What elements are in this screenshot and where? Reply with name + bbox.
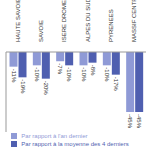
svg-text:PYRENEES: PYRENEES bbox=[108, 9, 114, 42]
svg-text:-11%: -11% bbox=[11, 69, 17, 83]
svg-text:-10%: -10% bbox=[66, 67, 72, 82]
svg-text:ALPES DU SUD: ALPES DU SUD bbox=[85, 0, 91, 42]
svg-text:-7%: -7% bbox=[57, 63, 63, 74]
svg-text:-45%: -45% bbox=[136, 114, 142, 129]
svg-text:SAVOIE: SAVOIE bbox=[38, 20, 44, 42]
svg-text:-45%: -45% bbox=[127, 114, 133, 129]
svg-text:-19%: -19% bbox=[20, 79, 26, 94]
html-text:Par rapport à la moyenne des 4: Par rapport à la moyenne des 4 derniers bbox=[21, 141, 129, 147]
svg-text:MASSIF CENTRAL: MASSIF CENTRAL bbox=[131, 0, 137, 42]
svg-text:-20%: -20% bbox=[43, 81, 49, 96]
svg-text:HAUTE SAVOIE: HAUTE SAVOIE bbox=[15, 0, 21, 42]
html-text:Par rapport à l'an dernier: Par rapport à l'an dernier bbox=[21, 133, 88, 139]
svg-text:ISERE DROME: ISERE DROME bbox=[61, 0, 67, 42]
svg-text:-17%: -17% bbox=[113, 77, 119, 92]
svg-text:-8%: -8% bbox=[90, 65, 96, 76]
svg-text:-10%: -10% bbox=[81, 67, 87, 82]
svg-text:-10%: -10% bbox=[104, 67, 110, 82]
svg-text:-10%: -10% bbox=[34, 67, 40, 82]
